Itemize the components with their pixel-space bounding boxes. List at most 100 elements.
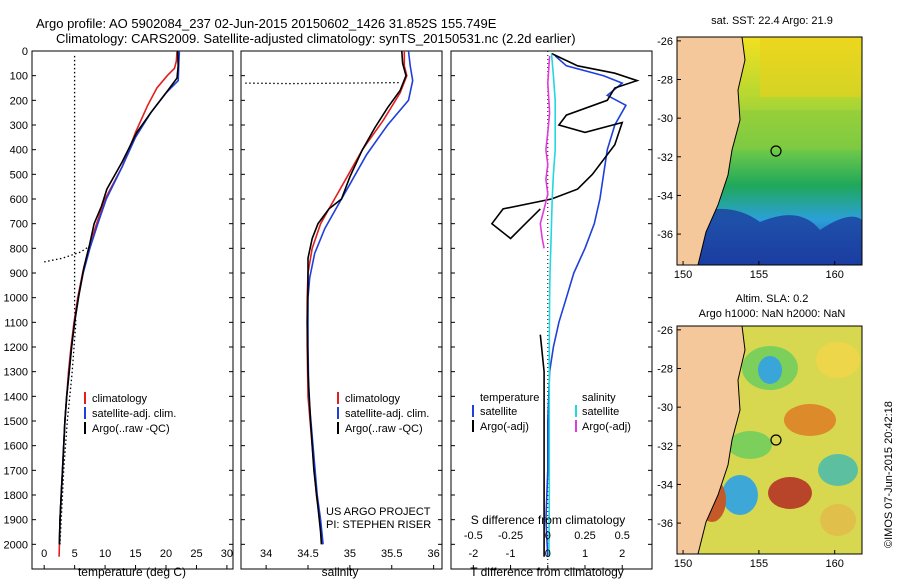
s-difference-xlabel: S difference from climatology [471,513,626,527]
x-tick-label: -2 [468,548,478,560]
salinity-xlabel: salinity [322,565,359,579]
x-tick-label: 0 [41,548,47,560]
x-tick-label: 1 [582,548,588,560]
sla-map-title2: Argo h1000: NaN h2000: NaN [699,308,846,320]
argo-position-marker [770,145,782,157]
depth-tick-label: 900 [10,268,28,280]
sla-map-frame [676,325,863,555]
header-line1: Argo profile: AO 5902084_237 02-Jun-2015… [36,16,497,31]
map-lat-label: -28 [657,364,673,376]
series-raw-dotted [245,81,401,85]
salinity-xticks: 34 34.5 35 35.5 36 [260,548,440,569]
sla-cold-eddy [722,475,758,515]
legend-t-satellite: satellite [480,406,517,418]
depth-tick-labels: 0 100 200 300 400 500 600 700 800 900 1000 1100 1200… [4,46,652,551]
x-tick-label: 5 [72,548,78,560]
depth-tick-label: 500 [10,169,28,181]
s-tick-label: 0 [545,530,551,542]
sst-warm-patch [760,37,862,97]
x-tick-label: 30 [221,548,233,560]
header-line2: Climatology: CARS2009. Satellite-adjuste… [56,31,576,46]
sst-map [677,37,862,265]
depth-tick-label: 1800 [4,490,28,502]
x-tick-label: 20 [160,548,172,560]
legend-satellite: satellite-adj. clim. [345,408,429,420]
depth-tick-label: 1300 [4,367,28,379]
difference-axes [450,50,653,570]
salinity-legend: climatology satellite-adj. clim. Argo(..… [337,392,429,435]
legend-argo: Argo(..raw -QC) [92,423,170,435]
series-t-argo-adj-deep [539,334,545,557]
sst-map-frame [676,36,863,266]
map-lon-label: 160 [826,558,844,570]
depth-tick-label: 800 [10,243,28,255]
map-lon-label: 155 [750,558,768,570]
difference-legend: temperature salinity satellite Argo(-adj… [472,392,631,433]
series-s-satellite [548,53,557,557]
map-tick-labels: 150 155 160 -26 -28 -30 -32 -34 -36 150 155 160 -26 -… [657,36,844,570]
depth-tick-label: 600 [10,194,28,206]
project-pi: PI: STEPHEN RISER [326,519,431,531]
x-tick-label: 10 [99,548,111,560]
map-lat-label: -26 [657,36,673,48]
depth-tick-label: 300 [10,120,28,132]
temperature-legend: climatology satellite-adj. clim. Argo(..… [84,392,176,435]
sla-map [677,326,862,554]
series-argo-raw-qc- [306,51,407,545]
s-tick-label: -0.5 [464,530,483,542]
map-lat-label: -30 [657,402,673,414]
depth-tick-label: 400 [10,145,28,157]
depth-tick-label: 2000 [4,539,28,551]
sst-cold-patch [677,208,862,265]
depth-tick-label: 1200 [4,342,28,354]
x-tick-label: 35.5 [381,548,402,560]
depth-tick-label: 1700 [4,465,28,477]
depth-tick-label: 200 [10,95,28,107]
legend-s-satellite: satellite [582,406,619,418]
depth-tick-label: 1000 [4,293,28,305]
project-name: US ARGO PROJECT [326,506,431,518]
difference-xticks: -2 -1 0 1 2 -0.5 -0.25 0 0.25 0.5 [464,530,630,569]
depth-tick-label: 1400 [4,391,28,403]
map-lat-label: -36 [657,518,673,530]
map-lat-label: -26 [657,325,673,337]
map-lat-label: -36 [657,229,673,241]
map-lat-label: -32 [657,152,673,164]
map-lon-label: 160 [826,269,844,281]
depth-tick-label: 0 [22,46,28,58]
x-tick-label: 2 [619,548,625,560]
sla-warm-eddy [784,404,836,436]
legend-t-argo: Argo(-adj) [480,421,529,433]
salinity-axes [240,50,443,570]
depth-tick-label: 1900 [4,515,28,527]
depth-tick-label: 700 [10,219,28,231]
series-climatology [306,51,408,545]
series-t-satellite [545,55,627,557]
legend-argo: Argo(..raw -QC) [345,423,423,435]
series-satellite-adj-clim- [307,51,414,545]
temperature-xticks: 0 5 10 15 20 25 30 [41,548,233,569]
sst-map-title: sat. SST: 22.4 Argo: 21.9 [711,15,833,27]
map-lat-label: -34 [657,190,673,202]
map-lat-label: -34 [657,479,673,491]
s-tick-label: 0.5 [615,530,630,542]
map-lon-label: 150 [674,269,692,281]
x-tick-label: 15 [129,548,141,560]
depth-tick-label: 1500 [4,416,28,428]
s-tick-label: 0.25 [574,530,595,542]
sla-green-eddy [728,431,772,459]
difference-plot [490,51,640,569]
temperature-axes [31,50,234,570]
map-lat-label: -28 [657,75,673,87]
difference-xlabel: T difference from climatology [470,565,624,579]
x-tick-label: 34.5 [297,548,318,560]
sla-warm-eddy [768,477,812,509]
sst-land [677,37,746,265]
sla-green-eddy [818,454,858,486]
sla-land [677,326,746,554]
legend-title-salinity: salinity [582,392,616,404]
legend-satellite: satellite-adj. clim. [92,408,176,420]
map-lon-label: 155 [750,269,768,281]
map-lon-label: 150 [674,558,692,570]
